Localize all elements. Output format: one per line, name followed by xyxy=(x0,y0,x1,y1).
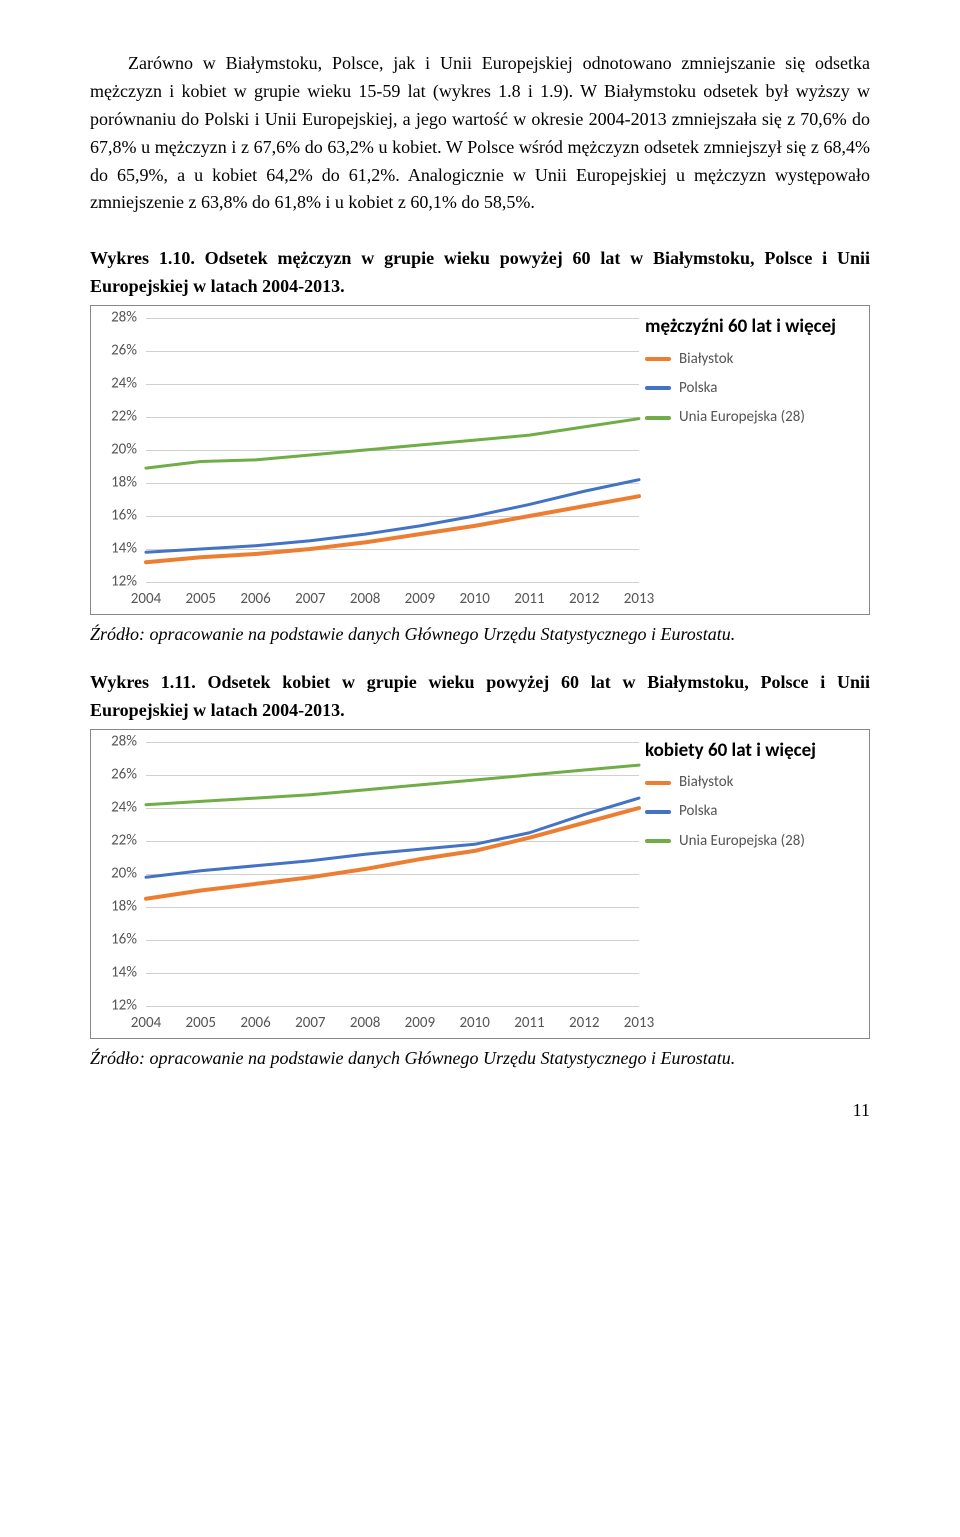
x-tick-label: 2009 xyxy=(405,1012,435,1035)
legend-label: Białystok xyxy=(679,771,733,794)
legend-swatch xyxy=(645,810,671,814)
x-tick-label: 2004 xyxy=(131,1012,161,1035)
series-line xyxy=(146,765,639,805)
y-axis: 28%26%24%22%20%18%16%14%12% xyxy=(91,318,141,582)
x-tick-label: 2008 xyxy=(350,588,380,611)
series-line xyxy=(146,480,639,553)
y-tick-label: 24% xyxy=(111,373,137,396)
legend-label: Unia Europejska (28) xyxy=(679,830,805,853)
x-tick-label: 2011 xyxy=(514,1012,544,1035)
x-tick-label: 2013 xyxy=(624,1012,654,1035)
legend-swatch xyxy=(645,839,671,843)
y-tick-label: 14% xyxy=(111,538,137,561)
legend-label: Polska xyxy=(679,800,717,823)
legend-item: Polska xyxy=(645,377,855,400)
body-paragraph: Zarówno w Białymstoku, Polsce, jak i Uni… xyxy=(90,50,870,217)
legend-title: mężczyźni 60 lat i więcej xyxy=(645,312,855,341)
x-tick-label: 2012 xyxy=(569,588,599,611)
y-tick-label: 22% xyxy=(111,829,137,852)
y-tick-label: 24% xyxy=(111,796,137,819)
x-tick-label: 2006 xyxy=(240,588,270,611)
legend-item: Białystok xyxy=(645,771,855,794)
legend-label: Białystok xyxy=(679,348,733,371)
page-number: 11 xyxy=(90,1097,870,1125)
plot-area xyxy=(146,742,639,1006)
plot-area xyxy=(146,318,639,582)
y-tick-label: 18% xyxy=(111,895,137,918)
y-tick-label: 22% xyxy=(111,406,137,429)
x-tick-label: 2012 xyxy=(569,1012,599,1035)
series-line xyxy=(146,419,639,469)
x-tick-label: 2004 xyxy=(131,588,161,611)
y-tick-label: 26% xyxy=(111,340,137,363)
chart2-title: Wykres 1.11. Odsetek kobiet w grupie wie… xyxy=(90,669,870,725)
x-tick-label: 2013 xyxy=(624,588,654,611)
chart2: 28%26%24%22%20%18%16%14%12%2004200520062… xyxy=(90,729,870,1039)
y-axis: 28%26%24%22%20%18%16%14%12% xyxy=(91,742,141,1006)
x-tick-label: 2011 xyxy=(514,588,544,611)
series-svg xyxy=(146,742,639,1006)
y-tick-label: 16% xyxy=(111,505,137,528)
chart2-source: Źródło: opracowanie na podstawie danych … xyxy=(90,1045,870,1073)
x-tick-label: 2007 xyxy=(295,1012,325,1035)
chart1-source: Źródło: opracowanie na podstawie danych … xyxy=(90,621,870,649)
legend-swatch xyxy=(645,386,671,390)
x-tick-label: 2007 xyxy=(295,588,325,611)
chart1-title: Wykres 1.10. Odsetek mężczyzn w grupie w… xyxy=(90,245,870,301)
legend: kobiety 60 lat i więcej Białystok Polska Un… xyxy=(645,736,855,859)
legend-item: Unia Europejska (28) xyxy=(645,830,855,853)
y-tick-label: 18% xyxy=(111,472,137,495)
legend-item: Unia Europejska (28) xyxy=(645,406,855,429)
x-axis: 2004200520062007200820092010201120122013 xyxy=(146,1012,639,1032)
legend-label: Polska xyxy=(679,377,717,400)
x-tick-label: 2009 xyxy=(405,588,435,611)
gridline xyxy=(146,1006,639,1007)
x-axis: 2004200520062007200820092010201120122013 xyxy=(146,588,639,608)
gridline xyxy=(146,582,639,583)
x-tick-label: 2005 xyxy=(186,1012,216,1035)
y-tick-label: 14% xyxy=(111,961,137,984)
x-tick-label: 2010 xyxy=(459,1012,489,1035)
legend: mężczyźni 60 lat i więcej Białystok Polska… xyxy=(645,312,855,435)
y-tick-label: 28% xyxy=(111,307,137,330)
legend-label: Unia Europejska (28) xyxy=(679,406,805,429)
legend-swatch xyxy=(645,416,671,420)
x-tick-label: 2005 xyxy=(186,588,216,611)
legend-swatch xyxy=(645,357,671,361)
x-tick-label: 2010 xyxy=(459,588,489,611)
y-tick-label: 20% xyxy=(111,439,137,462)
legend-title: kobiety 60 lat i więcej xyxy=(645,736,855,765)
y-tick-label: 16% xyxy=(111,928,137,951)
legend-swatch xyxy=(645,781,671,785)
x-tick-label: 2008 xyxy=(350,1012,380,1035)
legend-item: Białystok xyxy=(645,348,855,371)
x-tick-label: 2006 xyxy=(240,1012,270,1035)
chart1: 28%26%24%22%20%18%16%14%12%2004200520062… xyxy=(90,305,870,615)
y-tick-label: 20% xyxy=(111,862,137,885)
series-svg xyxy=(146,318,639,582)
legend-item: Polska xyxy=(645,800,855,823)
y-tick-label: 26% xyxy=(111,763,137,786)
y-tick-label: 28% xyxy=(111,730,137,753)
